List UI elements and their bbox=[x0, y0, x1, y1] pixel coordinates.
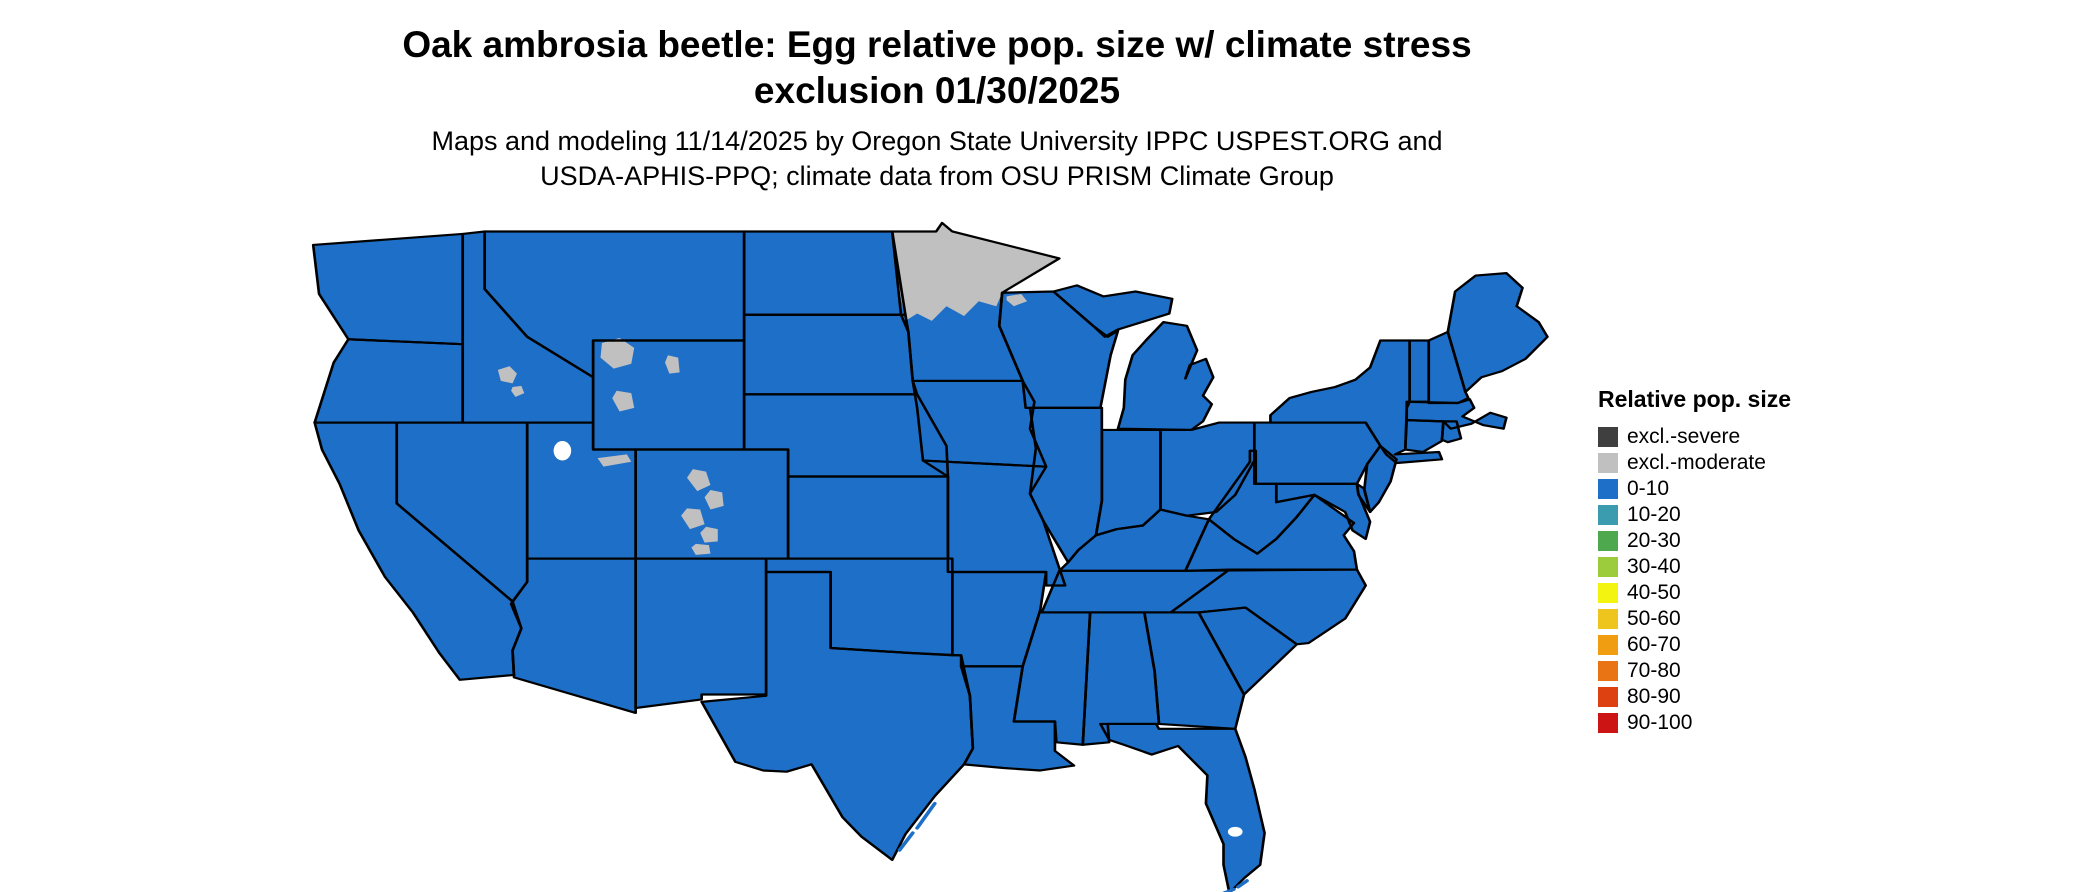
legend-label: 30-40 bbox=[1627, 555, 1681, 578]
figure-subtitle: Maps and modeling 11/14/2025 by Oregon S… bbox=[0, 124, 1874, 194]
legend-label: 20-30 bbox=[1627, 529, 1681, 552]
florida-keys-1 bbox=[1222, 887, 1236, 892]
exclusion-region-colorado-rockies-4 bbox=[700, 526, 718, 543]
florida-keys-2 bbox=[1236, 879, 1249, 889]
legend-label: 0-10 bbox=[1627, 477, 1670, 500]
exclusion-region-colorado-rockies-2 bbox=[704, 489, 724, 510]
subtitle-line-2: USDA-APHIS-PPQ; climate data from OSU PR… bbox=[540, 161, 1334, 191]
legend-swatch bbox=[1598, 531, 1618, 551]
exclusion-region-yellowstone bbox=[600, 338, 635, 369]
legend-swatch bbox=[1598, 661, 1618, 681]
legend-row: excl.-moderate bbox=[1598, 450, 1898, 476]
legend-row: 40-50 bbox=[1598, 580, 1898, 606]
legend-row: 60-70 bbox=[1598, 632, 1898, 658]
state-or bbox=[314, 339, 463, 423]
legend-label: 50-60 bbox=[1627, 607, 1681, 630]
legend-swatch bbox=[1598, 479, 1618, 499]
legend-label: excl.-severe bbox=[1627, 425, 1741, 448]
legend-entries: excl.-severe excl.-moderate 0-10 10-20 20-30… bbox=[1598, 424, 1898, 736]
legend-row: 10-20 bbox=[1598, 502, 1898, 528]
legend-label: 40-50 bbox=[1627, 581, 1681, 604]
state-nd bbox=[744, 231, 906, 315]
legend: Relative pop. size excl.-severe excl.-mod… bbox=[1598, 386, 1898, 736]
legend-row: 90-100 bbox=[1598, 710, 1898, 736]
legend-swatch bbox=[1598, 427, 1618, 447]
legend-label: 70-80 bbox=[1627, 659, 1681, 682]
legend-label: 60-70 bbox=[1627, 633, 1681, 656]
subtitle-line-1: Maps and modeling 11/14/2025 by Oregon S… bbox=[431, 126, 1443, 156]
state-mi bbox=[1117, 322, 1214, 430]
title-line-1: Oak ambrosia beetle: Egg relative pop. s… bbox=[402, 24, 1472, 65]
exclusion-region-wind-river bbox=[612, 390, 635, 412]
exclusion-region-bighorn bbox=[665, 355, 680, 374]
exclusion-region-colorado-rockies-1 bbox=[686, 469, 711, 492]
exclusion-region-northern-wisconsin bbox=[1006, 293, 1028, 307]
legend-swatch bbox=[1598, 609, 1618, 629]
legend-row: 70-80 bbox=[1598, 658, 1898, 684]
legend-swatch bbox=[1598, 713, 1618, 733]
us-map-container bbox=[278, 218, 1568, 892]
legend-label: 80-90 bbox=[1627, 685, 1681, 708]
texas-barrier-island-2 bbox=[897, 831, 915, 852]
exclusion-region-idaho-mountains-2 bbox=[511, 385, 525, 397]
coastal-islands bbox=[897, 801, 1249, 892]
legend-row: 20-30 bbox=[1598, 528, 1898, 554]
exclusion-moderate-regions bbox=[497, 222, 1060, 555]
state-sd bbox=[744, 314, 918, 395]
great-salt-lake bbox=[553, 440, 572, 461]
state-wa bbox=[313, 233, 463, 345]
state-nm bbox=[635, 558, 767, 708]
legend-row: 30-40 bbox=[1598, 554, 1898, 580]
lake-okeechobee bbox=[1227, 826, 1243, 837]
us-map bbox=[311, 221, 1549, 892]
exclusion-region-idaho-mountains-1 bbox=[497, 366, 517, 384]
legend-swatch bbox=[1598, 635, 1618, 655]
exclusion-region-colorado-rockies-3 bbox=[681, 508, 705, 530]
legend-row: 0-10 bbox=[1598, 476, 1898, 502]
state-az bbox=[511, 558, 636, 713]
texas-barrier-island-1 bbox=[915, 801, 937, 830]
legend-swatch bbox=[1598, 687, 1618, 707]
legend-label: excl.-moderate bbox=[1627, 451, 1766, 474]
state-vt bbox=[1409, 340, 1429, 402]
legend-swatch bbox=[1598, 583, 1618, 603]
state-ct bbox=[1405, 420, 1444, 452]
legend-row: excl.-severe bbox=[1598, 424, 1898, 450]
legend-title: Relative pop. size bbox=[1598, 386, 1792, 412]
exclusion-region-uinta bbox=[597, 454, 632, 467]
title-line-2: exclusion 01/30/2025 bbox=[753, 70, 1121, 111]
state-me bbox=[1447, 273, 1548, 392]
legend-swatch bbox=[1598, 557, 1618, 577]
legend-label: 10-20 bbox=[1627, 503, 1681, 526]
legend-swatch bbox=[1598, 505, 1618, 525]
legend-row: 50-60 bbox=[1598, 606, 1898, 632]
legend-row: 80-90 bbox=[1598, 684, 1898, 710]
exclusion-region-northern-minnesota bbox=[892, 222, 1060, 321]
state-ks bbox=[788, 476, 948, 559]
legend-label: 90-100 bbox=[1627, 711, 1693, 734]
legend-swatch bbox=[1598, 453, 1618, 473]
exclusion-region-colorado-rockies-5 bbox=[691, 543, 711, 555]
figure-title: Oak ambrosia beetle: Egg relative pop. s… bbox=[0, 22, 1874, 114]
